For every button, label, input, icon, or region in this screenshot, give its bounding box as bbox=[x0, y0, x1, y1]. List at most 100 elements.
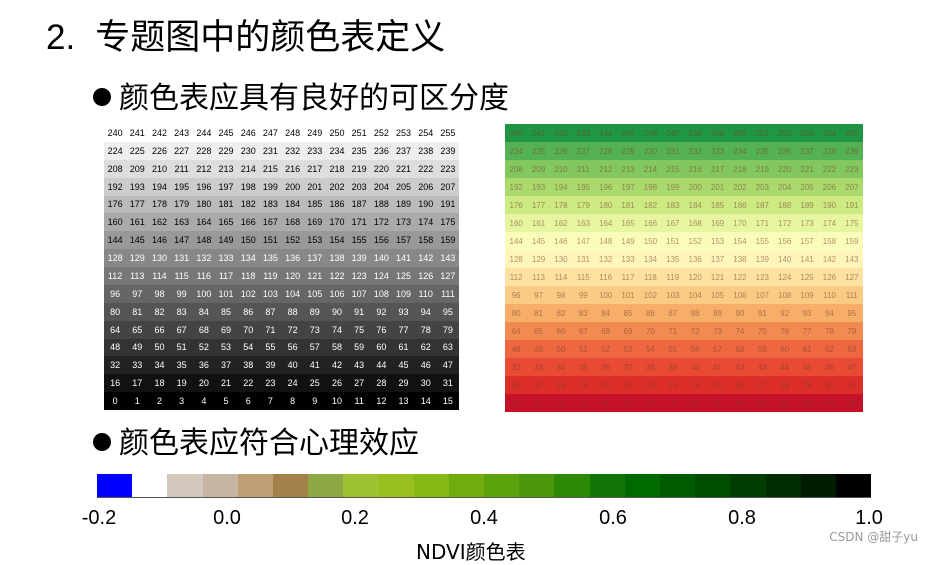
table-cell: 1 bbox=[527, 394, 550, 412]
table-cell: 70 bbox=[237, 320, 260, 339]
table-cell: 47 bbox=[840, 358, 863, 376]
table-cell: 44 bbox=[773, 358, 796, 376]
table-cell: 188 bbox=[773, 196, 796, 214]
table-cell: 239 bbox=[840, 142, 863, 160]
table-cell: 255 bbox=[436, 124, 459, 142]
table-cell: 33 bbox=[527, 358, 550, 376]
table-cell: 188 bbox=[370, 195, 393, 214]
table-cell: 85 bbox=[214, 302, 238, 321]
table-cell: 242 bbox=[148, 124, 171, 142]
table-cell: 65 bbox=[527, 322, 550, 340]
table-cell: 116 bbox=[594, 268, 617, 286]
table-cell: 61 bbox=[795, 340, 819, 358]
table-cell: 242 bbox=[549, 124, 573, 142]
bullet-dot-icon bbox=[93, 432, 111, 451]
table-cell: 193 bbox=[527, 178, 550, 196]
table-cell: 109 bbox=[392, 284, 415, 303]
table-cell: 86 bbox=[639, 304, 662, 322]
table-cell: 90 bbox=[325, 302, 349, 321]
table-cell: 208 bbox=[505, 160, 528, 178]
table-cell: 52 bbox=[192, 338, 215, 357]
bullet-dot-icon bbox=[93, 87, 111, 106]
table-cell: 38 bbox=[639, 358, 662, 376]
table-cell: 36 bbox=[192, 356, 215, 375]
table-cell: 195 bbox=[572, 178, 595, 196]
table-cell: 36 bbox=[594, 358, 617, 376]
table-cell: 84 bbox=[192, 302, 215, 321]
table-cell: 110 bbox=[818, 286, 841, 304]
table-cell: 101 bbox=[616, 286, 640, 304]
table-cell: 62 bbox=[414, 338, 437, 357]
table-cell: 161 bbox=[126, 213, 149, 232]
colorbar-tick-label: 0.8 bbox=[728, 507, 756, 529]
table-cell: 163 bbox=[170, 213, 193, 232]
table-cell: 251 bbox=[348, 124, 371, 142]
table-cell: 133 bbox=[616, 250, 640, 268]
table-cell: 39 bbox=[661, 358, 684, 376]
colorbar-swatch bbox=[765, 474, 801, 497]
table-cell: 122 bbox=[728, 268, 752, 286]
table-cell: 129 bbox=[527, 250, 550, 268]
table-cell: 158 bbox=[818, 232, 841, 250]
table-cell: 162 bbox=[549, 214, 573, 232]
table-cell: 75 bbox=[348, 320, 371, 339]
table-cell: 218 bbox=[728, 160, 752, 178]
table-cell: 166 bbox=[237, 213, 260, 232]
ndvi-colorbar bbox=[97, 474, 872, 497]
table-cell: 14 bbox=[818, 394, 841, 412]
table-cell: 223 bbox=[840, 160, 863, 178]
table-cell: 187 bbox=[751, 196, 774, 214]
table-cell: 81 bbox=[527, 304, 550, 322]
table-cell: 111 bbox=[840, 286, 863, 304]
table-cell: 50 bbox=[148, 338, 171, 357]
table-cell: 111 bbox=[436, 284, 459, 303]
table-cell: 141 bbox=[795, 250, 819, 268]
table-cell: 176 bbox=[505, 196, 528, 214]
bullet-text: 颜色表应具有良好的可区分度 bbox=[119, 81, 509, 116]
colorbar-tick-label: 0.0 bbox=[213, 507, 241, 529]
table-cell: 56 bbox=[281, 338, 304, 357]
table-cell: 178 bbox=[148, 195, 171, 214]
table-cell: 31 bbox=[436, 374, 459, 393]
table-cell: 169 bbox=[303, 213, 326, 232]
table-cell: 32 bbox=[505, 358, 528, 376]
table-cell: 13 bbox=[795, 394, 819, 412]
table-cell: 117 bbox=[214, 267, 238, 285]
colorbar-swatch bbox=[343, 474, 379, 497]
colorbar-swatch bbox=[695, 474, 731, 497]
table-cell: 198 bbox=[237, 177, 260, 196]
table-cell: 240 bbox=[104, 124, 127, 142]
table-cell: 155 bbox=[751, 232, 774, 250]
table-cell: 31 bbox=[840, 376, 863, 394]
table-cell: 247 bbox=[259, 124, 282, 142]
table-cell: 54 bbox=[639, 340, 662, 358]
table-cell: 183 bbox=[661, 196, 684, 214]
table-cell: 12 bbox=[773, 394, 796, 412]
table-cell: 2 bbox=[549, 394, 573, 412]
table-cell: 115 bbox=[572, 268, 595, 286]
table-cell: 123 bbox=[751, 268, 774, 286]
table-cell: 128 bbox=[104, 249, 127, 267]
table-cell: 94 bbox=[818, 304, 841, 322]
table-cell: 124 bbox=[370, 267, 393, 285]
table-cell: 174 bbox=[414, 213, 437, 232]
table-cell: 60 bbox=[370, 338, 393, 357]
table-cell: 223 bbox=[436, 159, 459, 178]
table-cell: 130 bbox=[148, 249, 171, 267]
table-cell: 196 bbox=[594, 178, 617, 196]
table-cell: 232 bbox=[684, 142, 707, 160]
table-cell: 67 bbox=[572, 322, 595, 340]
table-cell: 209 bbox=[527, 160, 550, 178]
table-cell: 37 bbox=[616, 358, 640, 376]
table-cell: 20 bbox=[192, 374, 215, 393]
table-cell: 157 bbox=[392, 231, 415, 250]
table-cell: 161 bbox=[527, 214, 550, 232]
table-cell: 10 bbox=[325, 392, 349, 410]
table-cell: 63 bbox=[436, 338, 459, 357]
colorbar-swatch bbox=[835, 474, 872, 497]
table-cell: 27 bbox=[348, 374, 371, 393]
table-cell: 56 bbox=[684, 340, 707, 358]
table-cell: 178 bbox=[549, 196, 573, 214]
table-cell: 226 bbox=[549, 142, 573, 160]
table-cell: 105 bbox=[706, 286, 729, 304]
